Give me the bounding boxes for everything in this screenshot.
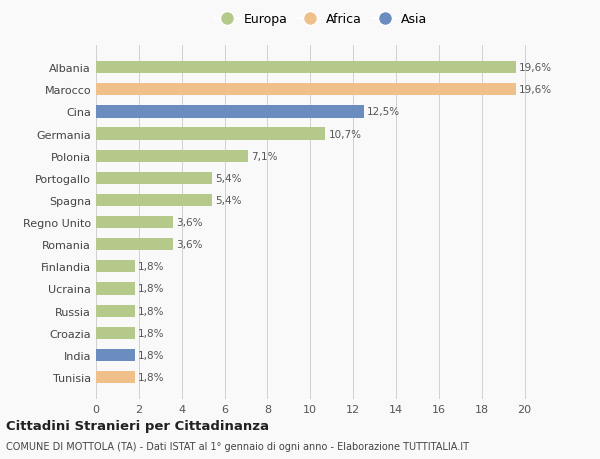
Text: 1,8%: 1,8% bbox=[138, 284, 164, 294]
Text: 1,8%: 1,8% bbox=[138, 372, 164, 382]
Bar bbox=[96, 371, 134, 383]
Bar bbox=[96, 283, 134, 295]
Text: 19,6%: 19,6% bbox=[519, 63, 553, 73]
Bar bbox=[96, 62, 516, 74]
Text: 10,7%: 10,7% bbox=[329, 129, 361, 139]
Bar bbox=[96, 261, 134, 273]
Bar bbox=[96, 327, 134, 339]
Text: 1,8%: 1,8% bbox=[138, 306, 164, 316]
Text: Cittadini Stranieri per Cittadinanza: Cittadini Stranieri per Cittadinanza bbox=[6, 419, 269, 432]
Bar bbox=[96, 195, 212, 207]
Legend: Europa, Africa, Asia: Europa, Africa, Asia bbox=[211, 10, 431, 30]
Bar bbox=[96, 349, 134, 361]
Text: 19,6%: 19,6% bbox=[519, 85, 553, 95]
Text: 12,5%: 12,5% bbox=[367, 107, 400, 117]
Text: 5,4%: 5,4% bbox=[215, 196, 241, 206]
Bar bbox=[96, 84, 516, 96]
Bar bbox=[96, 239, 173, 251]
Text: 1,8%: 1,8% bbox=[138, 262, 164, 272]
Text: 1,8%: 1,8% bbox=[138, 350, 164, 360]
Text: 3,6%: 3,6% bbox=[176, 218, 203, 228]
Text: COMUNE DI MOTTOLA (TA) - Dati ISTAT al 1° gennaio di ogni anno - Elaborazione TU: COMUNE DI MOTTOLA (TA) - Dati ISTAT al 1… bbox=[6, 441, 469, 451]
Text: 5,4%: 5,4% bbox=[215, 174, 241, 184]
Text: 3,6%: 3,6% bbox=[176, 240, 203, 250]
Bar bbox=[96, 128, 325, 140]
Bar bbox=[96, 150, 248, 162]
Bar bbox=[96, 106, 364, 118]
Bar bbox=[96, 217, 173, 229]
Bar bbox=[96, 173, 212, 185]
Text: 7,1%: 7,1% bbox=[251, 151, 278, 162]
Bar bbox=[96, 305, 134, 317]
Text: 1,8%: 1,8% bbox=[138, 328, 164, 338]
